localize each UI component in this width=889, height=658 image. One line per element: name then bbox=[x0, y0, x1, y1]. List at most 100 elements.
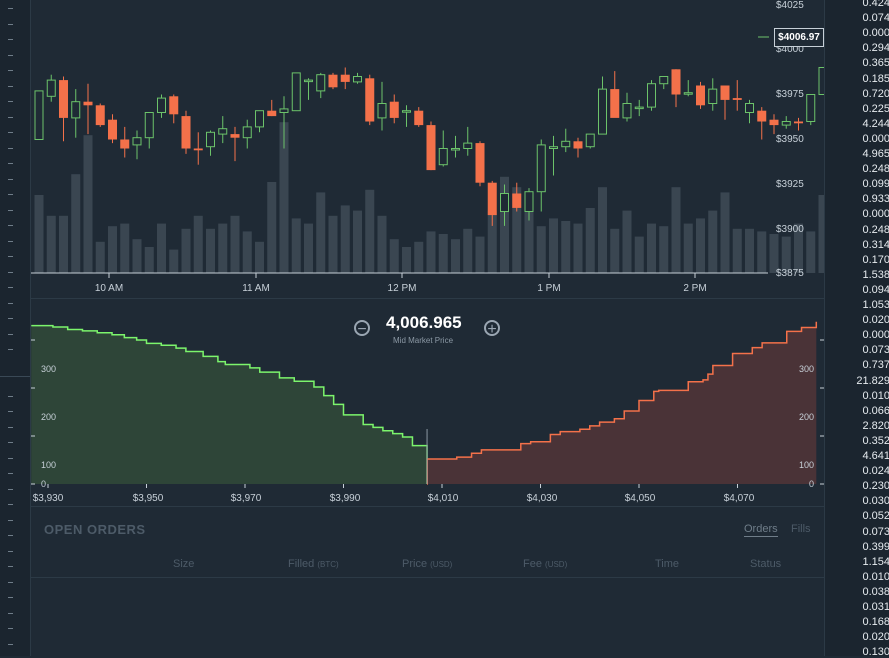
volume-bar bbox=[34, 195, 44, 273]
rail-tick bbox=[8, 101, 13, 102]
column-header-filled[interactable]: Filled (BTC) bbox=[288, 558, 339, 570]
trade-size-value: 0.720 bbox=[862, 87, 889, 100]
candle-body bbox=[291, 72, 301, 112]
rail-tick bbox=[8, 334, 13, 335]
volume-bar bbox=[291, 218, 301, 273]
volume-bar bbox=[683, 223, 693, 273]
trade-size-value: 0.170 bbox=[862, 253, 889, 266]
candle-body bbox=[573, 141, 583, 149]
rail-tick bbox=[8, 504, 13, 505]
candle-body bbox=[426, 125, 436, 171]
volume-bar bbox=[132, 239, 142, 273]
rail-tick bbox=[8, 318, 13, 319]
rail-tick bbox=[8, 287, 13, 288]
candle-body bbox=[500, 193, 509, 212]
rail-tick bbox=[8, 458, 13, 459]
zoom-out-button[interactable]: − bbox=[354, 320, 370, 338]
divider bbox=[31, 506, 824, 507]
rail-tick bbox=[8, 520, 13, 521]
column-header-status[interactable]: Status bbox=[750, 558, 781, 570]
trade-size-value: 0.000 bbox=[862, 27, 889, 40]
trade-size-value: 0.030 bbox=[862, 495, 889, 508]
candle-body bbox=[512, 193, 522, 208]
column-unit: (USD) bbox=[545, 560, 568, 569]
trade-size-value: 0.225 bbox=[862, 102, 889, 115]
open-orders-panel: OPEN ORDERS Orders Fills Size Filled (BT… bbox=[31, 507, 824, 656]
trade-size-value: 0.248 bbox=[862, 223, 889, 236]
trade-size-value: 21.829 bbox=[856, 374, 889, 387]
tab-orders[interactable]: Orders bbox=[744, 523, 778, 537]
price-chart[interactable]: $4025 $4000 $3975 $3950 $3925 $3900 $387… bbox=[31, 0, 840, 298]
plus-circle-icon: + bbox=[487, 321, 497, 338]
volume-bar bbox=[671, 187, 681, 273]
volume-bar bbox=[512, 187, 522, 273]
rail-tick bbox=[8, 535, 13, 536]
trade-size-value: 0.168 bbox=[862, 616, 889, 629]
trade-size-value: 0.031 bbox=[862, 601, 889, 613]
candle-body bbox=[132, 137, 142, 146]
trade-size-value: 0.000 bbox=[862, 208, 889, 221]
candle-body bbox=[647, 83, 656, 108]
rail-divider bbox=[0, 376, 30, 377]
candle-body bbox=[46, 79, 56, 97]
candle-body bbox=[463, 142, 473, 150]
column-label: Time bbox=[655, 558, 680, 570]
volume-bar bbox=[536, 226, 546, 273]
rail-tick bbox=[8, 272, 13, 273]
rail-tick bbox=[8, 241, 13, 242]
rail-tick bbox=[8, 179, 13, 180]
candle-body bbox=[487, 182, 497, 216]
candle-body bbox=[83, 101, 93, 106]
depth-x-label: $4,070 bbox=[723, 493, 755, 504]
rail-tick bbox=[8, 442, 13, 443]
trade-size-value: 4.641 bbox=[862, 450, 889, 462]
volume-bar bbox=[169, 249, 179, 273]
volume-bar bbox=[328, 215, 338, 273]
rail-tick bbox=[8, 613, 13, 614]
volume-bar bbox=[414, 241, 424, 273]
volume-bar bbox=[46, 215, 56, 273]
trade-history-panel: 0.424 0.074 0.000 0.294 0.365 0.185 0.720 0.225… bbox=[824, 0, 889, 658]
tab-fills[interactable]: Fills bbox=[791, 523, 811, 535]
zoom-in-button[interactable]: + bbox=[484, 320, 500, 338]
ask-depth-line bbox=[426, 321, 818, 485]
rail-tick bbox=[8, 473, 13, 474]
column-header-size[interactable]: Size bbox=[173, 558, 194, 570]
open-orders-title: OPEN ORDERS bbox=[44, 522, 146, 537]
candle-body bbox=[157, 97, 166, 113]
volume-bar bbox=[622, 210, 632, 273]
column-header-fee[interactable]: Fee (USD) bbox=[523, 558, 567, 570]
bid-depth-line bbox=[31, 324, 428, 484]
volume-bar bbox=[720, 192, 730, 273]
candle-body bbox=[389, 101, 399, 118]
column-label: Status bbox=[750, 558, 782, 570]
column-header-price[interactable]: Price (USD) bbox=[402, 558, 452, 570]
depth-x-label: $4,010 bbox=[427, 493, 459, 504]
depth-y-label: 100 bbox=[41, 460, 57, 470]
rail-tick bbox=[8, 256, 13, 257]
candle-body bbox=[316, 74, 326, 92]
volume-bar bbox=[316, 192, 326, 273]
volume-bar bbox=[561, 221, 571, 273]
column-label: Fee bbox=[523, 558, 542, 570]
trade-size-value: 0.024 bbox=[862, 465, 889, 478]
rail-tick bbox=[8, 225, 13, 226]
depth-chart[interactable] bbox=[31, 299, 824, 507]
volume-bar bbox=[267, 182, 277, 273]
rail-tick bbox=[8, 117, 13, 118]
rail-tick bbox=[8, 489, 13, 490]
candle-body bbox=[279, 108, 289, 114]
rail-tick bbox=[8, 597, 13, 598]
volume-bar bbox=[230, 215, 240, 273]
depth-y-label: 100 bbox=[799, 460, 815, 470]
volume-bar bbox=[487, 210, 497, 273]
column-header-time[interactable]: Time bbox=[655, 558, 679, 570]
trade-size-value: 0.000 bbox=[862, 329, 889, 342]
candle-body bbox=[438, 148, 448, 166]
volume-bar bbox=[781, 236, 791, 273]
trade-size-value: 0.000 bbox=[862, 132, 889, 145]
candle-body bbox=[524, 191, 534, 212]
trade-size-value: 0.399 bbox=[862, 540, 889, 553]
volume-bar bbox=[59, 215, 68, 273]
time-axis-label: 10 AM bbox=[94, 283, 124, 294]
